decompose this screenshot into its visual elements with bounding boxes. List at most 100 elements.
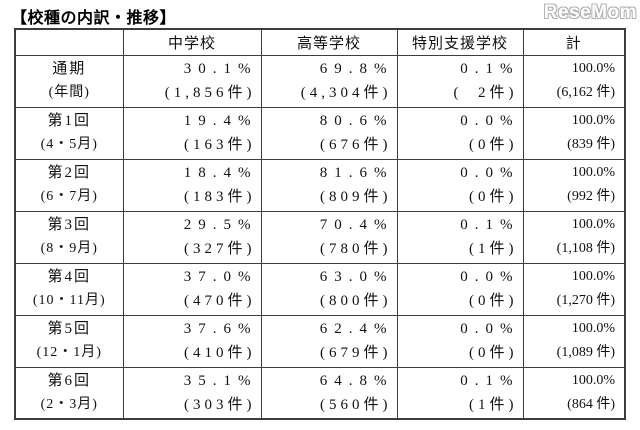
count-value: (1件) (469, 396, 518, 413)
cell-kotogakko: 70.4% (780件) (260, 210, 398, 264)
period-sublabel: (12・1月) (36, 345, 102, 360)
percent-value: 0.0% (460, 165, 520, 181)
cell-kei: 100.0% (992 件) (522, 158, 626, 212)
cell-kotogakko: 63.0% (800件) (260, 262, 398, 316)
period-label: 第5回 (47, 321, 91, 337)
cell-period: 第1回 (4・5月) (14, 106, 124, 160)
table-row: 第4回 (10・11月) 37.0% (470件) 63.0% (800件) 0… (14, 262, 626, 316)
period-label: 通期 (52, 61, 87, 77)
cell-chugakko: 37.0% (470件) (122, 262, 262, 316)
col-header-kotogakko: 高等学校 (260, 28, 398, 56)
school-type-table: 中学校 高等学校 特別支援学校 計 通期 (年間) 30.1% (1,856件)… (14, 28, 626, 420)
percent-value: 62.4% (319, 321, 394, 337)
period-sublabel: (10・11月) (32, 293, 106, 308)
percent-value: 100.0% (571, 269, 615, 284)
count-value: (4,304件) (300, 85, 392, 101)
count-value: (676件) (320, 137, 392, 153)
cell-kei: 100.0% (1,270 件) (522, 262, 626, 316)
period-sublabel: (4・5月) (40, 137, 98, 152)
cell-kotogakko: 64.8% (560件) (260, 366, 398, 420)
count-value: (992 件) (567, 189, 615, 204)
percent-value: 100.0% (571, 321, 615, 336)
percent-value: 63.0% (319, 269, 394, 285)
count-value: (0件) (469, 345, 518, 361)
table-row: 第3回 (8・9月) 29.5% (327件) 70.4% (780件) 0.1… (14, 210, 626, 264)
cell-kotogakko: 80.6% (676件) (260, 106, 398, 160)
count-value: (1,270 件) (556, 293, 615, 308)
cell-kei: 100.0% (839 件) (522, 106, 626, 160)
percent-value: 19.4% (183, 113, 258, 129)
count-value: (327件) (184, 241, 256, 257)
period-label: 第6回 (47, 372, 91, 389)
table-row: 第2回 (6・7月) 18.4% (183件) 81.6% (809件) 0.0… (14, 158, 626, 212)
table-row: 通期 (年間) 30.1% (1,856件) 69.8% (4,304件) 0.… (14, 54, 626, 108)
cell-chugakko: 29.5% (327件) (122, 210, 262, 264)
table-row: 第5回 (12・1月) 37.6% (410件) 62.4% (679件) 0.… (14, 314, 626, 368)
cell-kei: 100.0% (864 件) (522, 366, 626, 420)
cell-tokubetsu: 0.0% (0件) (396, 262, 524, 316)
cell-chugakko: 19.4% (163件) (122, 106, 262, 160)
count-value: (183件) (184, 189, 256, 205)
count-value: (0件) (469, 189, 518, 205)
count-value: (679件) (320, 345, 392, 361)
cell-tokubetsu: 0.0% (0件) (396, 314, 524, 368)
count-value: (1,108 件) (556, 241, 615, 256)
count-value: (800件) (320, 293, 392, 309)
cell-chugakko: 18.4% (183件) (122, 158, 262, 212)
percent-value: 100.0% (571, 61, 615, 76)
period-sublabel: (8・9月) (40, 241, 98, 256)
percent-value: 37.6% (183, 321, 258, 337)
period-label: 第1回 (47, 113, 91, 129)
cell-period: 第6回 (2・3月) (14, 366, 124, 420)
percent-value: 69.8% (319, 61, 394, 77)
cell-tokubetsu: 0.0% (0件) (396, 106, 524, 160)
cell-tokubetsu: 0.0% (0件) (396, 158, 524, 212)
count-value: (0件) (469, 293, 518, 309)
cell-chugakko: 30.1% (1,856件) (122, 54, 262, 108)
period-sublabel: (6・7月) (40, 189, 98, 204)
count-value: (1,089 件) (556, 345, 615, 360)
count-value: (410件) (184, 345, 256, 361)
cell-tokubetsu: 0.1% ( 2件) (396, 54, 524, 108)
period-label: 第3回 (47, 217, 91, 233)
percent-value: 100.0% (571, 372, 615, 388)
period-label: 第4回 (47, 269, 91, 285)
cell-chugakko: 35.1% (303件) (122, 366, 262, 420)
cell-tokubetsu: 0.1% (1件) (396, 210, 524, 264)
percent-value: 35.1% (183, 372, 258, 389)
cell-period: 第2回 (6・7月) (14, 158, 124, 212)
percent-value: 100.0% (571, 113, 615, 128)
cell-kotogakko: 69.8% (4,304件) (260, 54, 398, 108)
percent-value: 80.6% (319, 113, 394, 129)
table-row: 第6回 (2・3月) 35.1% (303件) 64.8% (560件) 0.1… (14, 366, 626, 420)
cell-tokubetsu: 0.1% (1件) (396, 366, 524, 420)
percent-value: 0.1% (460, 61, 520, 77)
cell-period: 第5回 (12・1月) (14, 314, 124, 368)
percent-value: 29.5% (183, 217, 258, 233)
percent-value: 37.0% (183, 269, 258, 285)
count-value: (839 件) (567, 137, 615, 152)
count-value: ( 2件) (453, 85, 518, 101)
col-header-chugakko: 中学校 (122, 28, 262, 56)
count-value: (470件) (184, 293, 256, 309)
cell-chugakko: 37.6% (410件) (122, 314, 262, 368)
count-value: (1件) (469, 241, 518, 257)
percent-value: 0.0% (460, 269, 520, 285)
table-row: 第1回 (4・5月) 19.4% (163件) 80.6% (676件) 0.0… (14, 106, 626, 160)
period-sublabel: (2・3月) (40, 396, 98, 412)
count-value: (303件) (184, 396, 256, 413)
header-row: 中学校 高等学校 特別支援学校 計 (14, 28, 626, 56)
count-value: (6,162 件) (556, 85, 615, 100)
count-value: (163件) (184, 137, 256, 153)
percent-value: 0.1% (460, 372, 520, 389)
cell-kotogakko: 81.6% (809件) (260, 158, 398, 212)
cell-kei: 100.0% (1,108 件) (522, 210, 626, 264)
cell-kei: 100.0% (1,089 件) (522, 314, 626, 368)
count-value: (560件) (320, 396, 392, 413)
cell-period: 第3回 (8・9月) (14, 210, 124, 264)
percent-value: 70.4% (319, 217, 394, 233)
count-value: (864 件) (567, 396, 615, 412)
count-value: (780件) (320, 241, 392, 257)
percent-value: 0.1% (460, 217, 520, 233)
